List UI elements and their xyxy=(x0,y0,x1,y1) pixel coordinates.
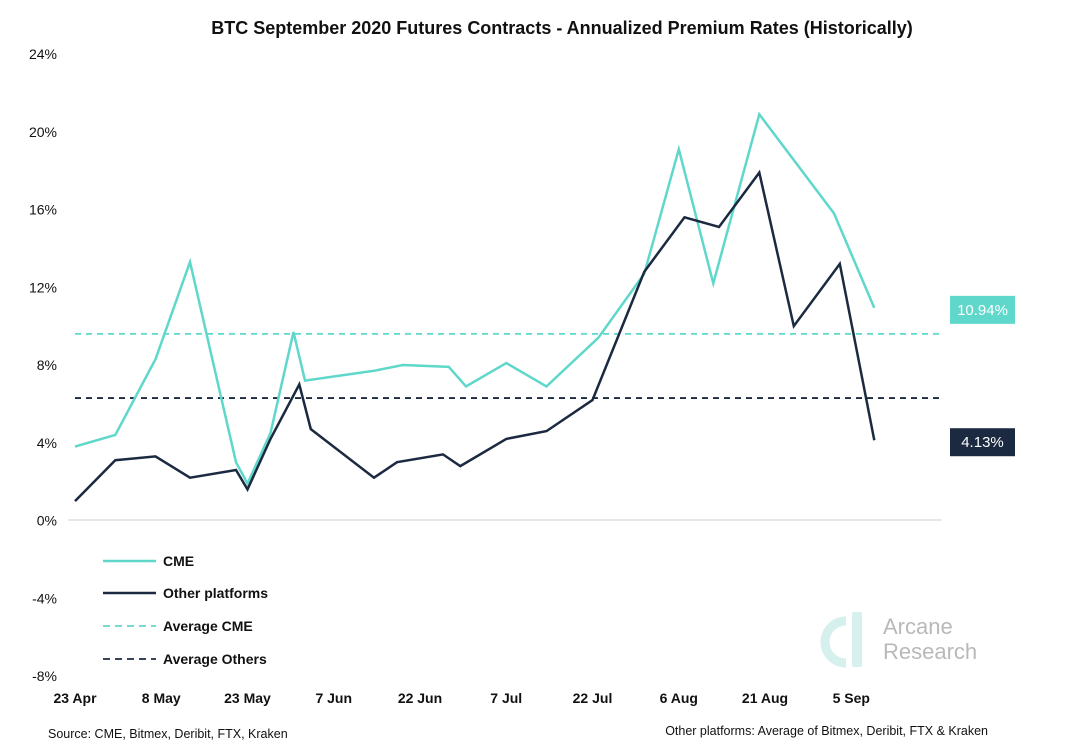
chart-title: BTC September 2020 Futures Contracts - A… xyxy=(211,18,913,38)
y-tick-label: 0% xyxy=(37,513,57,529)
y-tick-label: 16% xyxy=(29,202,57,218)
x-tick-label: 23 Apr xyxy=(53,690,97,706)
y-axis-tick-labels: 24% 20% 16% 12% 8% 4% 0% -4% -8% xyxy=(29,46,57,684)
cme-end-value: 10.94% xyxy=(957,302,1008,319)
y-tick-label: -4% xyxy=(32,590,57,606)
end-value-badges: 10.94% 4.13% xyxy=(950,295,1015,457)
x-tick-label: 21 Aug xyxy=(742,690,788,706)
arcane-research-watermark: Arcane Research xyxy=(820,612,977,668)
x-tick-label: 22 Jun xyxy=(398,690,442,706)
cme-end-badge xyxy=(950,295,1015,324)
x-tick-label: 23 May xyxy=(224,690,271,706)
average-lines xyxy=(75,332,940,399)
other-platforms-line xyxy=(74,169,876,502)
legend-label-average-others: Average Others xyxy=(163,651,267,667)
series-lines xyxy=(74,111,876,502)
x-tick-label: 22 Jul xyxy=(573,690,613,706)
legend-label-other-platforms: Other platforms xyxy=(163,585,268,601)
cme-line xyxy=(74,111,876,487)
footer-source: Source: CME, Bitmex, Deribit, FTX, Krake… xyxy=(48,727,288,741)
y-tick-label: -8% xyxy=(32,668,57,684)
x-tick-label: 8 May xyxy=(142,690,181,706)
x-axis-tick-labels: 23 Apr 8 May 23 May 7 Jun 22 Jun 7 Jul 22 Jul 6… xyxy=(53,690,869,706)
other-platforms-end-badge xyxy=(950,428,1015,457)
legend: CME Other platforms Average CME Average … xyxy=(103,553,268,667)
x-tick-label: 5 Sep xyxy=(833,690,870,706)
legend-item-cme: CME xyxy=(103,553,194,569)
x-tick-label: 6 Aug xyxy=(660,690,698,706)
y-tick-label: 4% xyxy=(37,435,57,451)
x-tick-label: 7 Jul xyxy=(490,690,522,706)
y-tick-label: 20% xyxy=(29,124,57,140)
arcane-logo-icon xyxy=(820,612,862,668)
watermark-line2: Research xyxy=(883,639,977,664)
other-platforms-end-value: 4.13% xyxy=(961,434,1004,451)
x-tick-label: 7 Jun xyxy=(315,690,352,706)
legend-item-average-cme: Average CME xyxy=(103,618,253,634)
y-tick-label: 12% xyxy=(29,279,57,295)
watermark-line1: Arcane xyxy=(883,614,953,639)
legend-label-cme: CME xyxy=(163,553,194,569)
y-tick-label: 8% xyxy=(37,357,57,373)
legend-item-other-platforms: Other platforms xyxy=(103,585,268,601)
legend-item-average-others: Average Others xyxy=(103,651,267,667)
y-tick-label: 24% xyxy=(29,46,57,62)
footer-note: Other platforms: Average of Bitmex, Deri… xyxy=(665,724,988,738)
legend-label-average-cme: Average CME xyxy=(163,618,253,634)
